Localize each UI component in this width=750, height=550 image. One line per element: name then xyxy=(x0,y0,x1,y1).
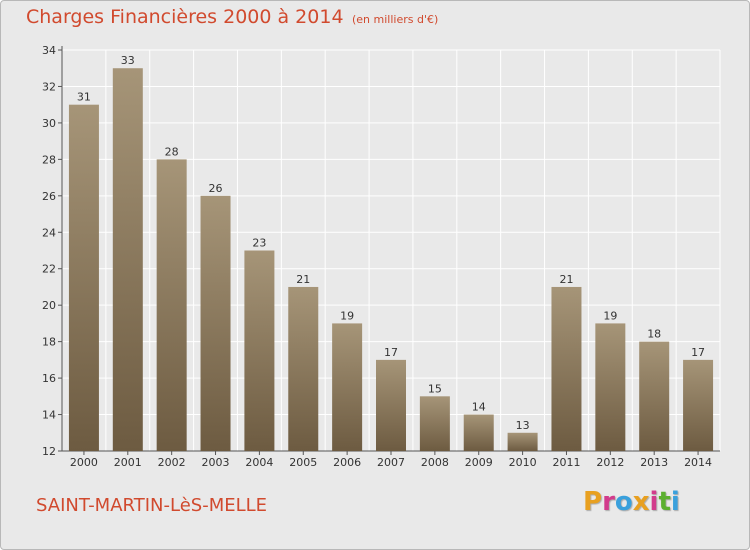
bar-2010 xyxy=(507,432,538,451)
commune-name: SAINT-MARTIN-LèS-MELLE xyxy=(36,495,268,516)
bar-2000 xyxy=(68,104,99,451)
x-tick-label-2004: 2004 xyxy=(245,456,273,469)
y-tick-label: 12 xyxy=(42,445,56,458)
y-tick-label: 16 xyxy=(42,372,56,385)
brand-letter: x xyxy=(632,487,650,517)
data-label-2003: 26 xyxy=(209,182,223,195)
data-label-2012: 19 xyxy=(603,309,617,322)
data-label-2009: 14 xyxy=(472,401,486,414)
y-tick-label: 34 xyxy=(42,44,56,57)
x-tick-label-2003: 2003 xyxy=(202,456,230,469)
y-tick-label: 32 xyxy=(42,80,56,93)
brand-letter: o xyxy=(614,487,633,517)
bar-2006 xyxy=(332,323,363,451)
x-tick-label-2014: 2014 xyxy=(684,456,712,469)
x-tick-label-2012: 2012 xyxy=(596,456,624,469)
data-label-2001: 33 xyxy=(121,54,135,67)
labels: 31 2000 33 2001 28 2002 26 2003 23 2004 21 2005 19 20… xyxy=(70,54,712,469)
data-label-2000: 31 xyxy=(77,91,91,104)
bar-2012 xyxy=(595,323,626,451)
bar-2004 xyxy=(244,250,275,451)
bar-2005 xyxy=(288,286,319,451)
x-tick-label-2007: 2007 xyxy=(377,456,405,469)
bars xyxy=(68,68,714,452)
y-tick-label: 20 xyxy=(42,299,56,312)
x-tick-label-2005: 2005 xyxy=(289,456,317,469)
bar-2003 xyxy=(200,195,231,451)
brand-letter: i xyxy=(649,487,659,517)
bar-2014 xyxy=(683,359,714,451)
data-label-2002: 28 xyxy=(165,145,179,158)
brand-letter: t xyxy=(658,487,671,517)
brand-letter: r xyxy=(602,487,615,517)
x-tick-label-2011: 2011 xyxy=(552,456,580,469)
chart-unit: (en milliers d'€) xyxy=(352,13,439,26)
brand-letter: i xyxy=(670,487,680,517)
x-tick-label-2010: 2010 xyxy=(509,456,537,469)
x-tick-label-2009: 2009 xyxy=(465,456,493,469)
bar-2001 xyxy=(112,68,143,452)
chart-title: Charges Financières 2000 à 2014 xyxy=(26,6,344,28)
data-label-2011: 21 xyxy=(559,273,573,286)
bar-2002 xyxy=(156,159,187,451)
x-tick-label-2008: 2008 xyxy=(421,456,449,469)
y-tick-label: 28 xyxy=(42,153,56,166)
bar-2013 xyxy=(639,341,670,451)
data-label-2007: 17 xyxy=(384,346,398,359)
bar-2008 xyxy=(419,396,450,451)
bar-2009 xyxy=(463,414,494,451)
y-tick-label: 26 xyxy=(42,190,56,203)
x-tick-label-2006: 2006 xyxy=(333,456,361,469)
x-tick-label-2013: 2013 xyxy=(640,456,668,469)
bar-2011 xyxy=(551,286,582,451)
x-tick-label-2000: 2000 xyxy=(70,456,98,469)
data-label-2004: 23 xyxy=(252,237,266,250)
data-label-2006: 19 xyxy=(340,309,354,322)
data-label-2014: 17 xyxy=(691,346,705,359)
y-tick-label: 18 xyxy=(42,336,56,349)
y-tick-label: 24 xyxy=(42,226,56,239)
y-tick-label: 14 xyxy=(42,409,56,422)
data-label-2008: 15 xyxy=(428,382,442,395)
bar-2007 xyxy=(376,359,406,451)
x-tick-label-2002: 2002 xyxy=(158,456,186,469)
data-label-2010: 13 xyxy=(516,419,530,432)
proxiti-logo[interactable]: Proxiti xyxy=(583,487,680,517)
brand-letter: P xyxy=(583,487,603,517)
data-label-2013: 18 xyxy=(647,328,661,341)
data-label-2005: 21 xyxy=(296,273,310,286)
x-tick-label-2001: 2001 xyxy=(114,456,142,469)
y-tick-label: 22 xyxy=(42,263,56,276)
y-tick-label: 30 xyxy=(42,117,56,130)
